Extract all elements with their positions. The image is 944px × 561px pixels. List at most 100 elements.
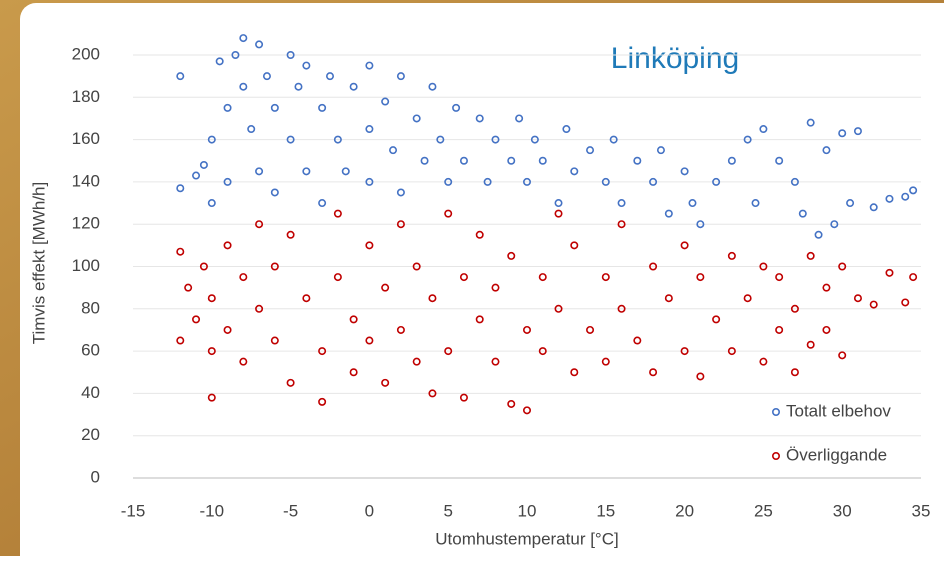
- point: [909, 186, 918, 195]
- x-tick-label: 20: [675, 501, 694, 520]
- point: [869, 300, 878, 309]
- x-tick-label: 35: [912, 501, 931, 520]
- point: [507, 399, 516, 408]
- point: [617, 220, 626, 229]
- point: [239, 82, 248, 91]
- point: [656, 146, 665, 155]
- point: [727, 156, 736, 165]
- point: [798, 209, 807, 218]
- legend-bg: [766, 398, 916, 426]
- point: [365, 241, 374, 250]
- point: [341, 167, 350, 176]
- x-tick-label: 15: [596, 501, 615, 520]
- point: [199, 262, 208, 271]
- y-tick-label: 120: [72, 214, 100, 233]
- point: [909, 273, 918, 282]
- point: [775, 273, 784, 282]
- y-tick-label: 160: [72, 129, 100, 148]
- point: [365, 61, 374, 70]
- point: [318, 347, 327, 356]
- point: [459, 156, 468, 165]
- point: [223, 177, 232, 186]
- point: [522, 177, 531, 186]
- x-tick-label: 30: [833, 501, 852, 520]
- point: [838, 262, 847, 271]
- y-axis-label: Timvis effekt [MWh/h]: [29, 182, 48, 344]
- y-tick-label: 80: [81, 298, 100, 317]
- point: [885, 268, 894, 277]
- point: [790, 368, 799, 377]
- point: [176, 184, 185, 193]
- point: [570, 368, 579, 377]
- point: [570, 167, 579, 176]
- point: [633, 336, 642, 345]
- point: [475, 114, 484, 123]
- point: [688, 199, 697, 208]
- chart-panel: [20, 3, 944, 561]
- point: [853, 127, 862, 136]
- point: [223, 325, 232, 334]
- point: [522, 325, 531, 334]
- point: [176, 247, 185, 256]
- point: [633, 156, 642, 165]
- point: [554, 199, 563, 208]
- point: [215, 57, 224, 66]
- point: [790, 177, 799, 186]
- point: [381, 283, 390, 292]
- point: [483, 177, 492, 186]
- point: [381, 97, 390, 106]
- point: [412, 357, 421, 366]
- point: [601, 273, 610, 282]
- point: [830, 220, 839, 229]
- chart-title: Linköping: [611, 42, 739, 75]
- point: [570, 241, 579, 250]
- point: [262, 72, 271, 81]
- point: [538, 156, 547, 165]
- point: [270, 103, 279, 112]
- x-tick-label: -5: [283, 501, 298, 520]
- point: [365, 177, 374, 186]
- point: [294, 82, 303, 91]
- point: [349, 82, 358, 91]
- point: [680, 241, 689, 250]
- point: [286, 50, 295, 59]
- point: [255, 167, 264, 176]
- point: [192, 171, 201, 180]
- point: [475, 230, 484, 239]
- point: [814, 230, 823, 239]
- point: [286, 230, 295, 239]
- point: [302, 294, 311, 303]
- point: [444, 177, 453, 186]
- point: [712, 177, 721, 186]
- y-tick-label: 180: [72, 87, 100, 106]
- point: [475, 315, 484, 324]
- point: [586, 146, 595, 155]
- point: [459, 273, 468, 282]
- point: [207, 199, 216, 208]
- legend-label: Totalt elbehov: [786, 401, 891, 420]
- point: [302, 61, 311, 70]
- point: [247, 125, 256, 134]
- point: [759, 357, 768, 366]
- point: [459, 393, 468, 402]
- x-tick-label: -10: [200, 501, 225, 520]
- point: [562, 125, 571, 134]
- x-axis-label: Utomhustemperatur [°C]: [435, 529, 618, 548]
- point: [318, 199, 327, 208]
- point: [664, 294, 673, 303]
- point: [176, 72, 185, 81]
- point: [822, 146, 831, 155]
- point: [696, 372, 705, 381]
- point: [396, 220, 405, 229]
- legend-label: Överliggande: [786, 445, 887, 464]
- point: [853, 294, 862, 303]
- point: [333, 135, 342, 144]
- point: [286, 378, 295, 387]
- point: [199, 160, 208, 169]
- x-tick-label: -15: [121, 501, 146, 520]
- point: [617, 304, 626, 313]
- point: [207, 393, 216, 402]
- point: [822, 283, 831, 292]
- point: [727, 347, 736, 356]
